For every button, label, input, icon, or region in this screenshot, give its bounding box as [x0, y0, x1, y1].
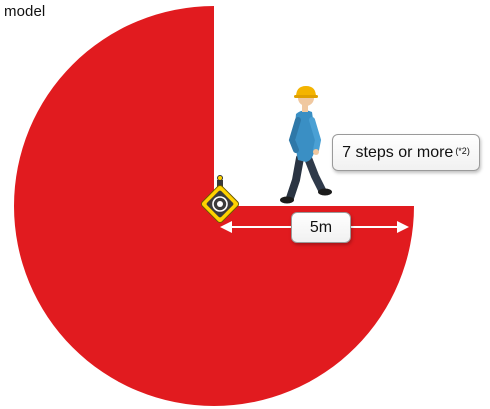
walking-worker-icon: [280, 86, 332, 204]
steps-text: 7 steps or more: [342, 143, 454, 161]
distance-label: 5m: [309, 218, 333, 236]
motion-sensor-icon: [200, 175, 240, 224]
steps-footnote-marker: (*2): [455, 145, 470, 156]
distance-callout: 5m: [291, 212, 351, 243]
steps-callout: 7 steps or more (*2): [332, 134, 480, 171]
model-label: model: [4, 3, 46, 20]
